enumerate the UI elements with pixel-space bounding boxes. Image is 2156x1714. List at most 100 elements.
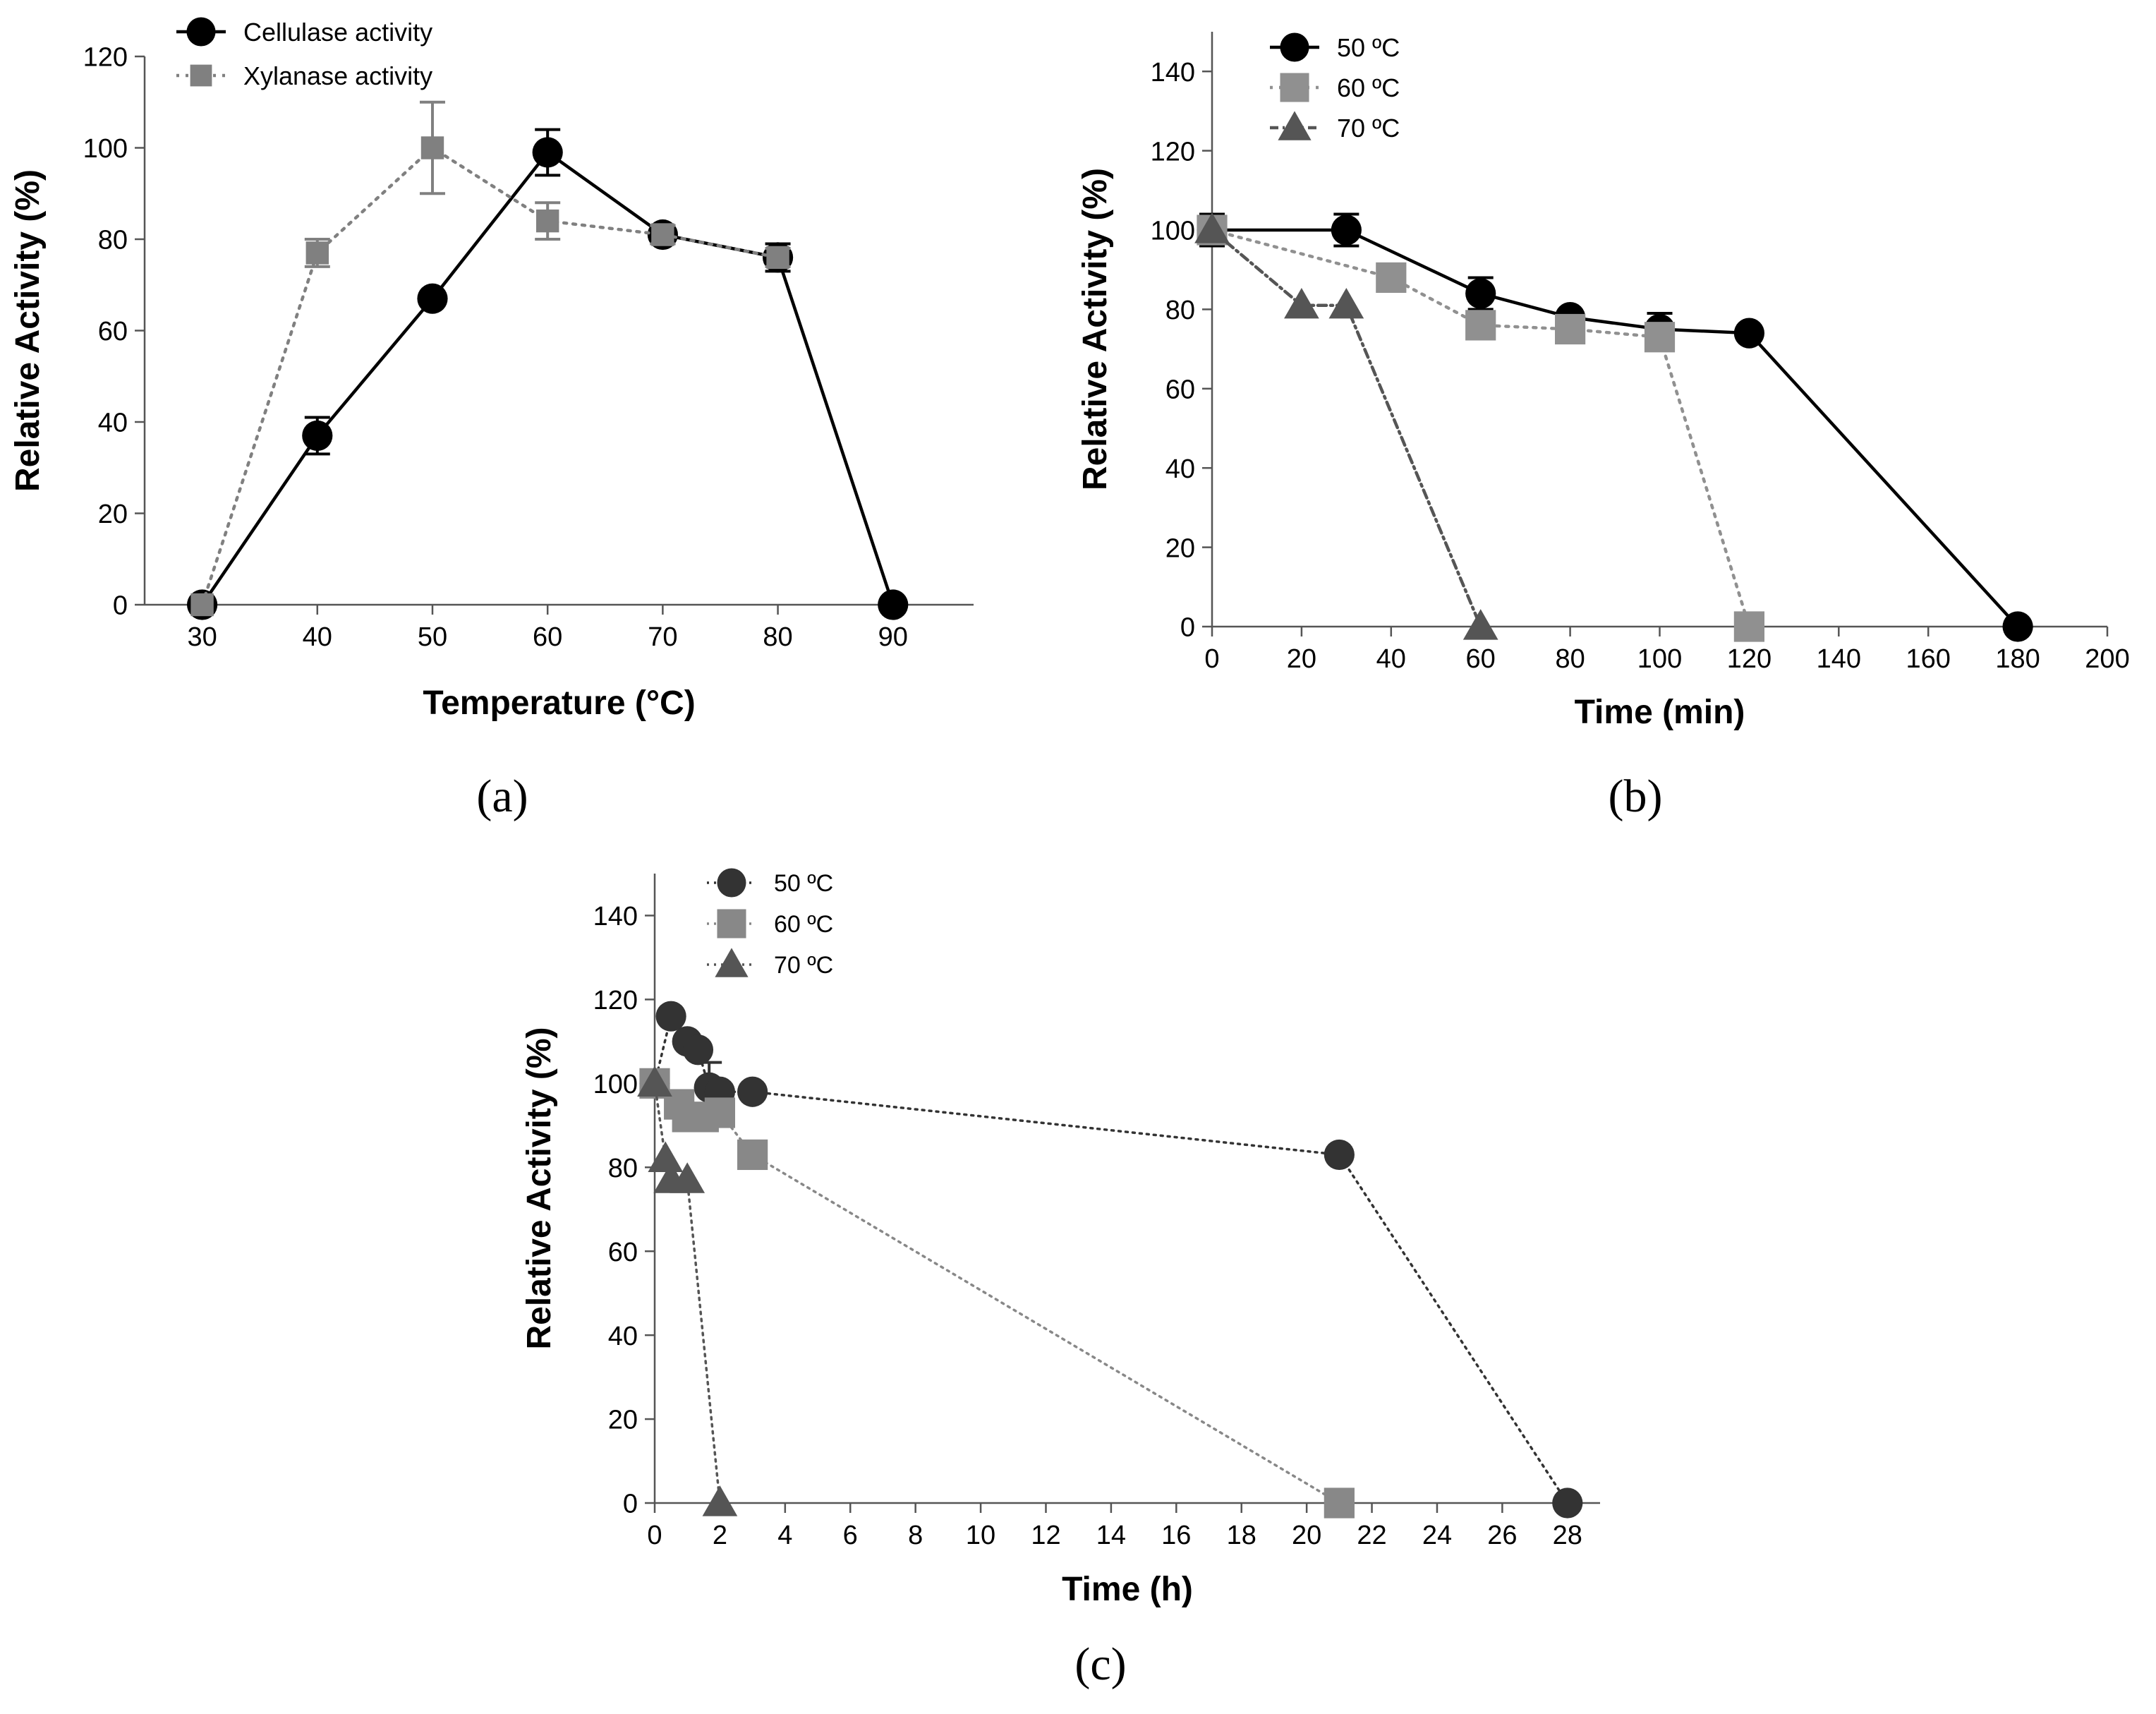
x-tick-label: 180 — [1995, 644, 2040, 674]
series-70-c-point — [670, 1162, 705, 1193]
series-60-c-point — [704, 1097, 736, 1128]
series-70-c-point — [648, 1141, 684, 1173]
x-tick-label: 20 — [1292, 1521, 1321, 1550]
legend-label: Xylanase activity — [243, 61, 432, 90]
series-xylanase-activity-point — [535, 209, 559, 233]
legend-label: 50 ºC — [774, 870, 833, 897]
x-tick-label: 200 — [2085, 644, 2129, 674]
x-axis-label: Time (min) — [1575, 694, 1745, 731]
series-xylanase-activity-line — [200, 146, 780, 607]
legend-marker — [715, 948, 749, 977]
series-60-c-point — [1555, 313, 1586, 345]
series-70-c-point — [1462, 609, 1498, 640]
x-tick-label: 30 — [187, 622, 217, 652]
series-xylanase-activity-point — [305, 241, 329, 265]
x-tick-label: 22 — [1357, 1521, 1386, 1550]
y-tick-label: 60 — [608, 1238, 638, 1267]
series-cellulase-activity-point — [417, 283, 448, 314]
legend-label: Cellulase activity — [243, 18, 432, 47]
x-tick-label: 80 — [763, 622, 792, 652]
chart-panel-a: 30 40 50 60 70 80 90 0 20 40 60 80 100 120 Temperature… — [9, 17, 974, 822]
x-tick-label: 140 — [1817, 644, 1861, 674]
series-xylanase-activity-point — [651, 223, 674, 246]
x-tick-label: 120 — [1727, 644, 1772, 674]
legend-marker — [717, 868, 746, 898]
x-tick-label: 2 — [713, 1521, 727, 1550]
y-tick-label: 120 — [593, 986, 638, 1015]
legend-marker — [717, 909, 746, 939]
series-70-c-point — [702, 1485, 738, 1516]
x-tick-label: 80 — [1555, 644, 1585, 674]
legend-marker — [1280, 32, 1309, 62]
series-cellulase-activity-point — [878, 589, 909, 620]
series-60-c-line — [1210, 228, 1751, 629]
series-50-c-point — [682, 1034, 714, 1066]
legend-marker — [1280, 73, 1309, 102]
x-tick-label: 16 — [1161, 1521, 1191, 1550]
series-70-c-line — [1210, 228, 1482, 629]
legend-label: 60 ºC — [774, 911, 833, 938]
chart-panel-c: 0 2 4 6 8 10 12 14 16 18 20 22 24 26 28020406080100120… — [521, 868, 1600, 1690]
y-tick-label: 120 — [83, 43, 128, 73]
series-70-c-point — [1284, 287, 1319, 319]
series-70-c-point — [1194, 212, 1230, 243]
x-tick-label: 40 — [303, 622, 332, 652]
y-tick-label: 40 — [98, 409, 128, 438]
x-tick-label: 4 — [777, 1521, 792, 1550]
x-tick-label: 10 — [966, 1521, 995, 1550]
series-70-c-point — [637, 1066, 672, 1097]
x-tick-label: 0 — [647, 1521, 662, 1550]
series-50-c-point — [737, 1076, 768, 1107]
legend-label: 60 ºC — [1337, 73, 1400, 102]
x-tick-label: 20 — [1287, 644, 1316, 674]
y-tick-label: 80 — [608, 1154, 638, 1183]
panel-label: (c) — [1074, 1638, 1126, 1690]
y-tick-label: 60 — [1165, 375, 1195, 404]
y-tick-label: 140 — [1151, 58, 1195, 87]
panel-label: (b) — [1609, 771, 1663, 822]
series-xylanase-activity-point — [766, 246, 789, 270]
series-50-c-point — [1465, 278, 1496, 309]
y-tick-label: 100 — [83, 134, 128, 164]
y-tick-label: 120 — [1151, 137, 1195, 167]
series-50-c-point — [655, 1001, 686, 1032]
series-70-c-point — [1328, 287, 1364, 319]
series-60-c-point — [1465, 310, 1496, 341]
series-50-c-point — [2002, 611, 2033, 642]
series-50-c-point — [1331, 215, 1362, 246]
x-tick-label: 100 — [1637, 644, 1682, 674]
y-axis-label: Relative Activity (%) — [1077, 168, 1114, 490]
x-tick-label: 12 — [1031, 1521, 1060, 1550]
series-60-c-point — [737, 1139, 768, 1171]
y-tick-label: 140 — [593, 902, 638, 931]
x-tick-label: 14 — [1096, 1521, 1126, 1550]
series-50-c-point — [1324, 1139, 1355, 1171]
series-cellulase-activity-point — [302, 420, 333, 452]
y-tick-label: 20 — [98, 500, 128, 529]
series-50-c-line — [653, 1015, 1569, 1504]
x-tick-label: 50 — [418, 622, 447, 652]
y-tick-label: 100 — [593, 1070, 638, 1099]
chart-panel-b: 0 20 40 60 80 100 120 140 160 180 200 0 20 40 60 80 100 1… — [1077, 32, 2130, 822]
series-xylanase-activity-point — [420, 136, 444, 159]
series-50-c-point — [1552, 1487, 1583, 1519]
x-tick-label: 28 — [1553, 1521, 1582, 1550]
y-tick-label: 100 — [1151, 217, 1195, 246]
y-tick-label: 40 — [608, 1322, 638, 1351]
series-60-c-point — [1644, 322, 1676, 353]
y-tick-label: 40 — [1165, 454, 1195, 484]
y-tick-label: 20 — [608, 1406, 638, 1435]
x-tick-label: 18 — [1227, 1521, 1256, 1550]
y-tick-label: 80 — [1165, 296, 1195, 325]
x-tick-label: 26 — [1487, 1521, 1517, 1550]
series-60-c-point — [1376, 262, 1407, 294]
x-tick-label: 0 — [1204, 644, 1219, 674]
panel-label: (a) — [476, 771, 528, 822]
y-tick-label: 60 — [98, 317, 128, 346]
legend-label: 70 ºC — [1337, 114, 1400, 143]
x-tick-label: 24 — [1422, 1521, 1452, 1550]
series-60-c-point — [1733, 611, 1764, 642]
legend-marker — [190, 64, 212, 87]
series-cellulase-activity-point — [532, 137, 563, 168]
